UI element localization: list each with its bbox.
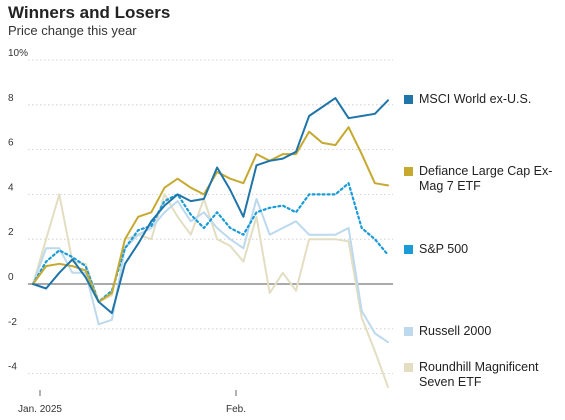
y-tick-label: -4 (8, 362, 17, 373)
legend-swatch (404, 95, 413, 104)
legend-label: Mag 7 ETF (419, 179, 481, 193)
legend-swatch (404, 327, 413, 336)
legend-label: Seven ETF (419, 375, 482, 389)
x-tick-label: Jan. 2025 (18, 404, 62, 415)
y-tick-label: 4 (8, 182, 14, 193)
legend-label: Defiance Large Cap Ex- (419, 164, 552, 178)
y-tick-label: 0 (8, 272, 14, 283)
chart-subtitle: Price change this year (8, 23, 137, 38)
y-tick-label: 8 (8, 93, 14, 104)
legend-label: Roundhill Magnificent (419, 360, 539, 374)
y-tick-label: 2 (8, 227, 14, 238)
legend-swatch (404, 363, 413, 372)
series-line-1 (32, 97, 389, 315)
chart-title: Winners and Losers (8, 3, 171, 22)
legend-swatch (404, 167, 413, 176)
y-tick-label: 10% (8, 48, 28, 59)
legend-swatch (404, 245, 413, 254)
y-tick-label: -2 (8, 317, 17, 328)
y-tick-label: 6 (8, 138, 14, 149)
legend-label: S&P 500 (419, 242, 468, 256)
x-tick-label: Feb. (226, 404, 246, 415)
legend-label: Russell 2000 (419, 324, 491, 338)
series-line-5 (32, 193, 389, 388)
legend-label: MSCI World ex-U.S. (419, 92, 531, 106)
